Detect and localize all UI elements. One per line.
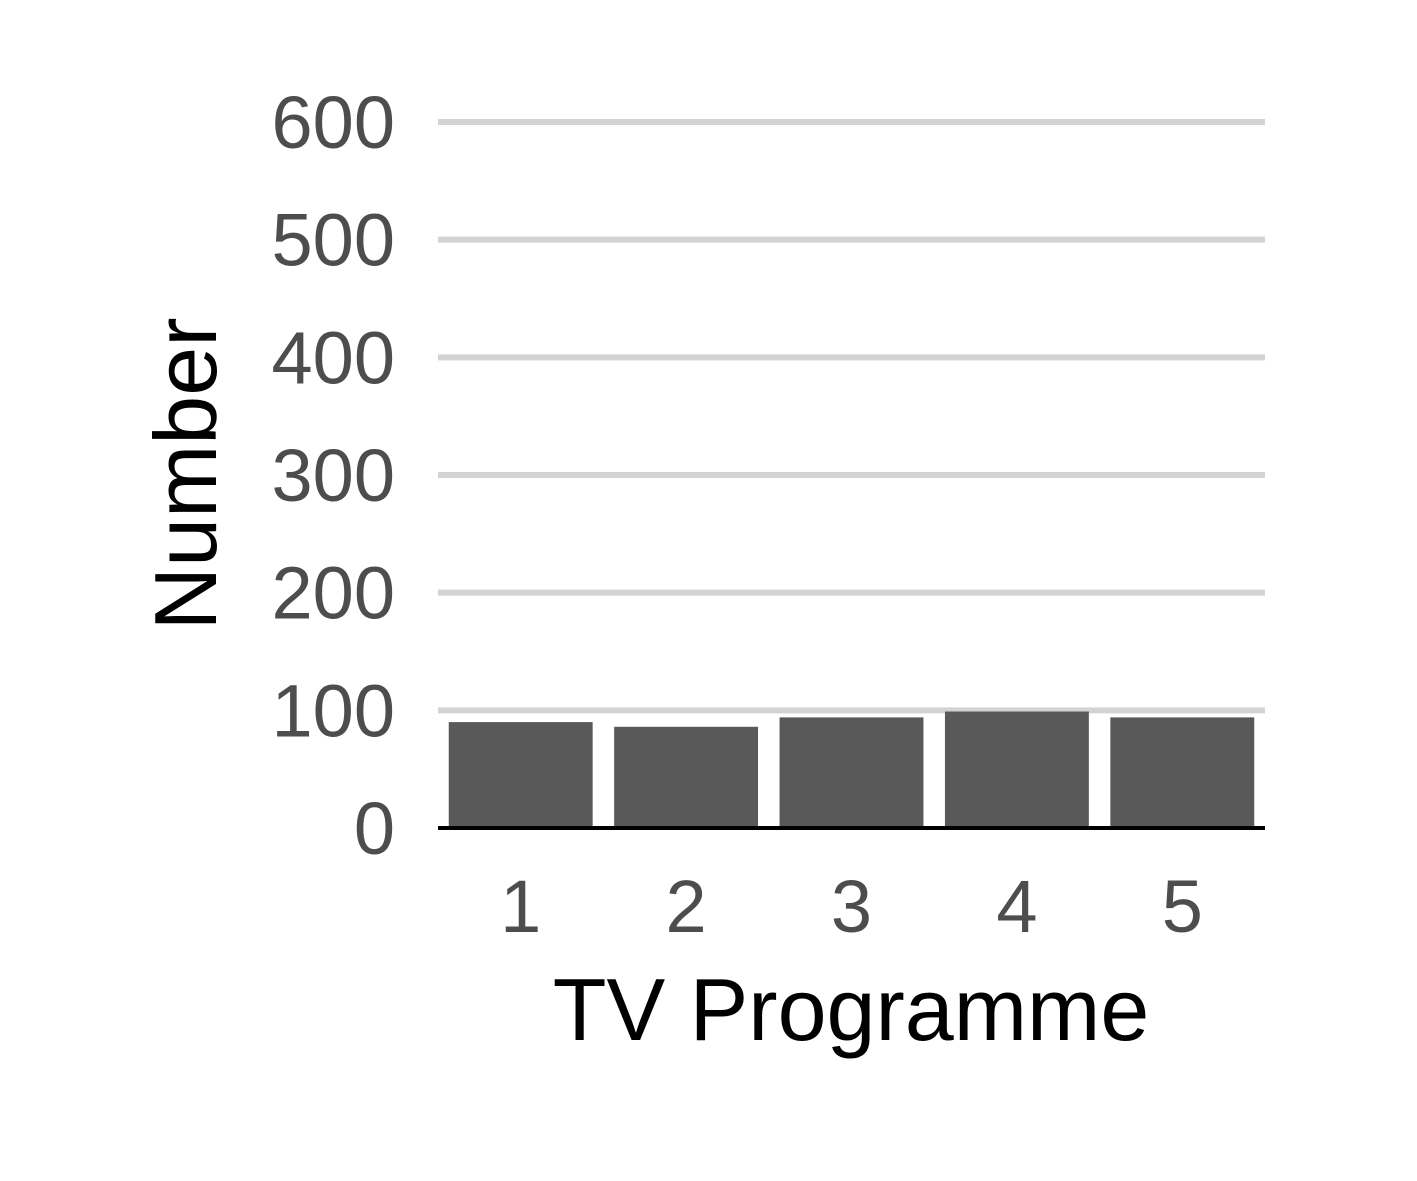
y-tick-label: 300 bbox=[272, 434, 395, 517]
bar bbox=[779, 717, 924, 828]
bar bbox=[944, 711, 1089, 828]
y-tick-label: 200 bbox=[272, 552, 395, 635]
x-tick-labels: 1 2 3 4 5 bbox=[500, 865, 1203, 948]
gridlines bbox=[438, 119, 1265, 714]
x-tick-label: 3 bbox=[831, 865, 872, 948]
bars bbox=[448, 711, 1255, 828]
y-tick-label: 500 bbox=[272, 199, 395, 282]
x-tick-label: 1 bbox=[500, 865, 541, 948]
x-tick-label: 5 bbox=[1162, 865, 1203, 948]
y-axis-title: Number bbox=[136, 318, 235, 631]
bar bbox=[448, 722, 593, 828]
y-tick-label: 600 bbox=[272, 81, 395, 164]
y-tick-label: 0 bbox=[354, 787, 395, 870]
bar bbox=[614, 726, 759, 828]
x-tick-label: 2 bbox=[666, 865, 707, 948]
x-tick-label: 4 bbox=[996, 865, 1037, 948]
y-tick-label: 100 bbox=[272, 669, 395, 752]
y-tick-labels: 0 100 200 300 400 500 600 bbox=[272, 81, 395, 870]
y-tick-label: 400 bbox=[272, 316, 395, 399]
bar bbox=[1110, 717, 1255, 828]
x-axis-title: TV Programme bbox=[553, 960, 1150, 1059]
